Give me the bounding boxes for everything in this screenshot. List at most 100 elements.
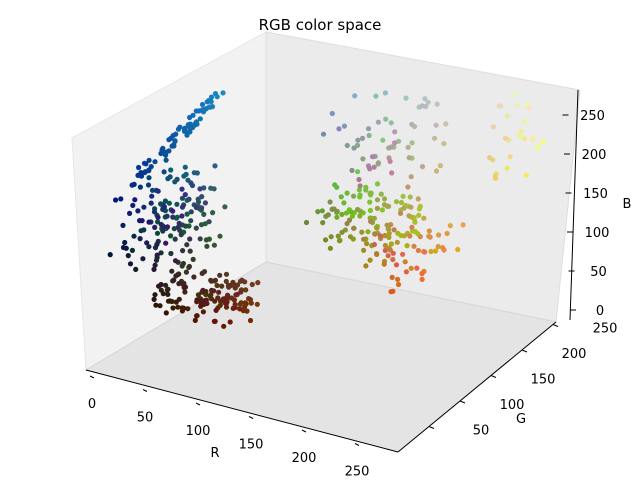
scatter-point — [402, 259, 408, 265]
scatter-point — [490, 124, 496, 130]
scatter-point — [249, 281, 255, 288]
scatter-point — [341, 123, 348, 129]
scatter-point — [338, 194, 344, 200]
scatter-point — [386, 230, 392, 236]
scatter-point — [388, 144, 394, 150]
x-tick-mark — [248, 416, 254, 419]
x-tick-label: 50 — [137, 411, 154, 426]
scatter-point — [355, 206, 361, 213]
x-axis-label: R — [210, 446, 219, 461]
scatter-point — [441, 141, 447, 147]
scatter-point — [378, 191, 384, 197]
x-tick-mark — [142, 389, 148, 392]
scatter-point — [405, 144, 411, 150]
scatter-point — [337, 237, 343, 243]
scatter-point — [443, 121, 449, 127]
scatter-point — [192, 317, 198, 323]
scatter-point — [382, 90, 388, 96]
scatter-point — [125, 253, 131, 259]
scatter-point — [395, 281, 402, 288]
scatter-point — [146, 175, 152, 181]
scatter-point — [323, 237, 329, 243]
scatter-point — [158, 201, 164, 207]
scatter-point — [357, 213, 363, 219]
scatter-point — [170, 214, 176, 220]
scatter-point — [502, 135, 509, 141]
scatter-point — [412, 219, 418, 225]
scatter-point — [247, 297, 253, 303]
scatter-point — [211, 318, 217, 324]
scatter-point — [336, 126, 342, 132]
data-points — [107, 90, 546, 329]
scatter-point — [152, 292, 158, 298]
scatter-point — [334, 184, 340, 190]
scatter-point — [174, 176, 180, 182]
scatter-point — [351, 225, 357, 231]
scatter-point — [163, 282, 169, 288]
scatter-point — [203, 237, 209, 243]
scatter-point — [416, 212, 422, 218]
scatter-point — [131, 181, 137, 187]
scatter-point — [135, 208, 141, 214]
scatter-point — [182, 289, 188, 295]
scatter-point — [329, 110, 335, 117]
scatter-point — [186, 263, 192, 270]
scatter-point — [217, 233, 223, 239]
scatter-point — [315, 209, 321, 215]
scatter-point — [127, 261, 134, 267]
scatter-point — [303, 219, 310, 226]
scatter-point — [395, 276, 401, 282]
scatter-point — [145, 182, 152, 188]
x-axis-line — [85, 369, 399, 453]
scatter-point — [447, 223, 453, 229]
scatter-point — [373, 93, 379, 99]
scatter-point — [154, 241, 160, 247]
scatter-point — [161, 169, 167, 175]
scatter-point — [419, 103, 425, 109]
scatter-point — [141, 227, 147, 233]
scatter-point — [364, 241, 370, 247]
scatter-point — [409, 224, 415, 230]
scatter-point — [359, 135, 366, 141]
scatter-point — [170, 305, 176, 311]
scatter-point — [149, 193, 155, 199]
scatter-point — [492, 174, 498, 180]
scatter-point — [385, 253, 391, 259]
scatter-point — [371, 241, 377, 248]
scatter-point — [206, 104, 212, 110]
scatter-point — [188, 218, 194, 224]
scatter-point — [390, 256, 396, 263]
y-tick-mark — [552, 324, 559, 327]
scatter-point — [406, 155, 412, 161]
scatter-point — [432, 135, 438, 141]
scatter-point — [152, 224, 158, 230]
scatter-point — [210, 210, 216, 216]
scatter-point — [107, 252, 113, 258]
scatter-point — [166, 200, 172, 206]
scatter-point — [433, 248, 439, 254]
scatter-point — [165, 298, 172, 304]
scatter-point — [184, 242, 190, 248]
scatter-point — [172, 138, 178, 144]
scatter-point — [237, 306, 243, 312]
z-axis-line — [569, 89, 579, 321]
scatter-point — [370, 154, 376, 160]
scatter-point — [201, 211, 207, 217]
scatter-point — [381, 261, 387, 267]
scatter-point — [523, 172, 530, 178]
scatter-point — [365, 229, 371, 235]
x-tick-label: 200 — [292, 451, 317, 466]
scatter-point — [212, 277, 219, 283]
scatter-point — [160, 291, 166, 297]
scatter-point — [392, 129, 398, 135]
scatter-point — [183, 223, 189, 229]
scatter-point — [242, 300, 248, 306]
scatter-point — [224, 294, 231, 301]
chart-title: RGB color space — [259, 16, 382, 34]
x-tick-mark — [195, 402, 201, 406]
scatter-point — [496, 103, 502, 109]
scatter-point — [415, 247, 421, 254]
scatter-point — [113, 197, 119, 203]
z-axis-label: B — [623, 197, 632, 212]
scatter-point — [172, 236, 178, 242]
